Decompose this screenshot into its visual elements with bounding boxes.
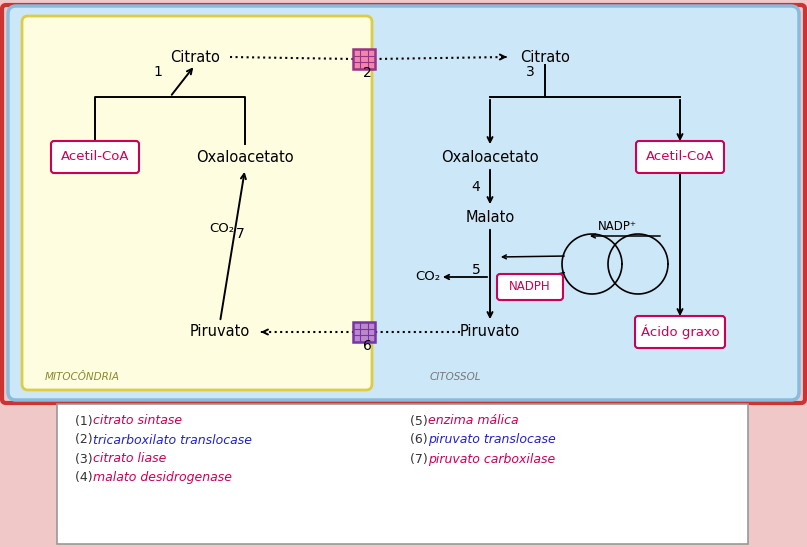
FancyBboxPatch shape: [51, 141, 139, 173]
Text: 6: 6: [362, 339, 371, 353]
FancyBboxPatch shape: [8, 6, 799, 400]
FancyBboxPatch shape: [353, 49, 375, 69]
Text: 5: 5: [471, 263, 480, 276]
Text: MITOCÔNDRIA: MITOCÔNDRIA: [45, 372, 120, 382]
Text: (7): (7): [410, 452, 432, 465]
Text: 2: 2: [362, 66, 371, 80]
FancyBboxPatch shape: [635, 316, 725, 348]
Text: 7: 7: [236, 228, 245, 241]
FancyBboxPatch shape: [22, 16, 372, 390]
Text: 3: 3: [525, 65, 534, 79]
Text: NADP⁺: NADP⁺: [597, 219, 637, 232]
Text: Citrato: Citrato: [520, 49, 570, 65]
Text: Oxaloacetato: Oxaloacetato: [196, 149, 294, 165]
Text: (6): (6): [410, 434, 432, 446]
Text: Piruvato: Piruvato: [190, 324, 250, 340]
Text: malato desidrogenase: malato desidrogenase: [93, 472, 232, 485]
FancyBboxPatch shape: [2, 5, 805, 403]
Text: (4): (4): [75, 472, 97, 485]
Text: Piruvato: Piruvato: [460, 324, 521, 340]
FancyBboxPatch shape: [636, 141, 724, 173]
Text: 4: 4: [471, 180, 480, 194]
Text: 1: 1: [153, 65, 162, 79]
Text: Acetil-CoA: Acetil-CoA: [646, 150, 714, 164]
Text: (2): (2): [75, 434, 97, 446]
Text: (1): (1): [75, 415, 97, 428]
Text: CO₂: CO₂: [210, 223, 235, 236]
Text: Ácido graxo: Ácido graxo: [641, 325, 719, 339]
Text: piruvato translocase: piruvato translocase: [428, 434, 556, 446]
Text: enzima málica: enzima málica: [428, 415, 519, 428]
Text: (3): (3): [75, 452, 97, 465]
Text: Oxaloacetato: Oxaloacetato: [441, 149, 539, 165]
Text: citrato liase: citrato liase: [93, 452, 166, 465]
FancyBboxPatch shape: [57, 404, 748, 544]
Text: piruvato carboxilase: piruvato carboxilase: [428, 452, 555, 465]
Text: Acetil-CoA: Acetil-CoA: [61, 150, 129, 164]
Text: Citrato: Citrato: [170, 49, 220, 65]
Text: NADPH: NADPH: [509, 281, 551, 294]
Text: (5): (5): [410, 415, 432, 428]
Text: CITOSSOL: CITOSSOL: [430, 372, 482, 382]
Text: Malato: Malato: [466, 210, 515, 224]
FancyBboxPatch shape: [497, 274, 563, 300]
FancyBboxPatch shape: [353, 322, 375, 342]
Text: citrato sintase: citrato sintase: [93, 415, 182, 428]
Text: CO₂: CO₂: [416, 271, 441, 283]
Text: tricarboxilato translocase: tricarboxilato translocase: [93, 434, 252, 446]
